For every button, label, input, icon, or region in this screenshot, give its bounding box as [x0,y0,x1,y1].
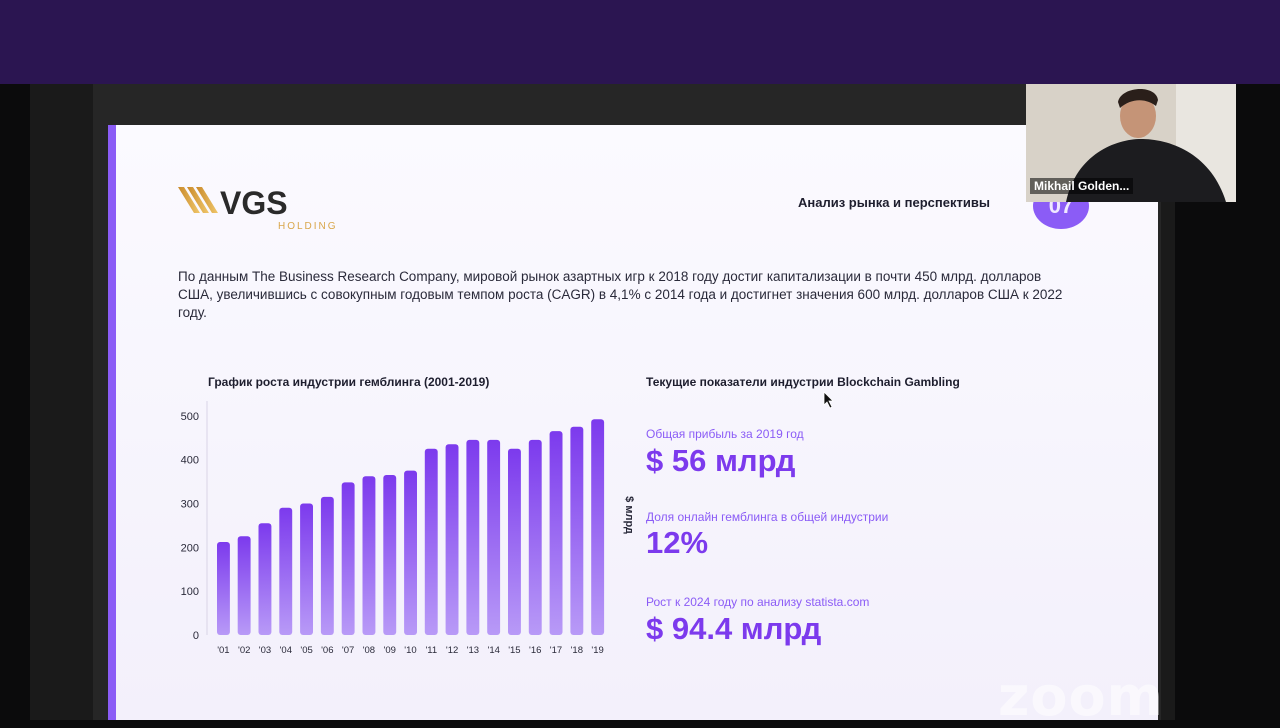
metric-online-share-label: Доля онлайн гемблинга в общей индустрии [646,510,889,524]
chart-y-axis-label: $ млрд [623,496,635,534]
vgs-logo: VGS HOLDING [178,185,338,231]
chart-x-tick-label: '09 [384,645,396,656]
presentation-slide: VGS HOLDING Анализ рынка и перспективы 0… [108,125,1158,720]
chart-x-tick-label: '10 [404,645,416,656]
chart-bar [279,507,293,635]
chart-bar [404,470,417,635]
metric-growth-value: $ 94.4 млрд [646,611,822,646]
chart-bar [383,475,397,635]
chart-bar [320,496,334,635]
chart-bar [362,476,376,635]
chart-bar [487,439,501,635]
chart-bar [508,448,521,635]
chart-x-tick-label: '01 [217,645,229,656]
chart-bar [341,482,355,635]
chart-x-tick-label: '15 [508,645,520,656]
chart-bar [445,444,459,635]
industry-metrics-title: Текущие показатели индустрии Blockchain … [646,375,960,389]
zoom-watermark: zoom [998,665,1164,728]
chart-y-tick-label: 400 [181,455,199,467]
metric-profit-value: $ 56 млрд [646,443,796,478]
chart-x-tick-label: '16 [529,645,541,656]
chart-bar [258,523,272,635]
chart-y-tick-label: 0 [193,630,199,642]
metric-online-share-value: 12% [646,525,709,560]
logo-sub: HOLDING [278,221,338,231]
chart-x-tick-label: '05 [300,645,312,656]
chart-bar [424,448,438,635]
chart-x-tick-label: '08 [363,645,375,656]
chart-y-tick-label: 200 [181,542,199,554]
intro-paragraph: По данным The Business Research Company,… [178,269,1063,320]
chart-x-tick-label: '17 [550,645,562,656]
chart-bar [217,542,230,635]
chart-x-tick-label: '03 [259,645,271,656]
chart-bar [591,419,605,635]
mouse-cursor-icon [823,391,834,409]
chart-y-tick-label: 100 [181,586,199,598]
growth-bar-chart: 0 100 200 300 400 500 '01 '02 '03 '04 '05 '06 '07 '08… [181,401,635,656]
chart-x-tick-label: '18 [571,645,583,656]
logo-brand: VGS [220,185,288,221]
participant-video-tile[interactable]: Mikhail Golden... [1026,84,1236,202]
chart-bar [570,426,584,635]
chart-bar [549,431,563,635]
chart-y-tick-label: 300 [181,498,199,510]
chart-x-tick-label: '12 [446,645,458,656]
chart-bar [528,439,542,635]
chart-x-tick-label: '19 [591,645,603,656]
chart-title: График роста индустрии гемблинга (2001-2… [208,375,490,389]
chart-x-tick-label: '04 [280,645,292,656]
slide-heading: Анализ рынка и перспективы [798,195,990,210]
metric-profit-label: Общая прибыль за 2019 год [646,427,804,441]
chart-x-tick-label: '14 [488,645,500,656]
metric-growth-label: Рост к 2024 году по анализу statista.com [646,595,870,609]
chart-x-tick-label: '13 [467,645,479,656]
chart-x-tick-label: '06 [321,645,333,656]
slide-accent-bar [108,125,116,720]
chart-x-tick-label: '07 [342,645,354,656]
chart-bar [300,503,313,635]
participant-name: Mikhail Golden... [1030,178,1134,194]
chart-x-tick-label: '02 [238,645,250,656]
chart-bar [237,536,251,635]
meeting-top-bar [0,0,1280,84]
chart-x-tick-label: '11 [425,645,437,656]
chart-bar [466,439,480,635]
chart-y-tick-label: 500 [181,411,199,423]
